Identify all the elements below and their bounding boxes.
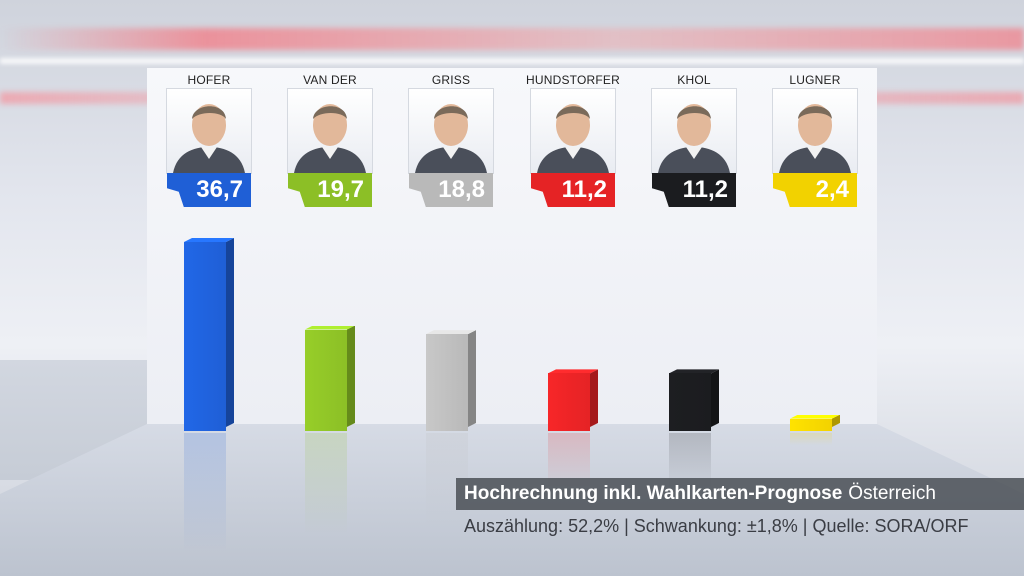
data-label: 19,7: [288, 173, 372, 207]
bar-side: [226, 237, 234, 427]
candidate-photo-icon: [408, 88, 494, 174]
bar: [305, 329, 347, 431]
bar: [426, 334, 468, 431]
bar-reflection: [184, 433, 226, 553]
tick-label: HOFER: [187, 73, 231, 87]
caption-details: Auszählung: 52,2% | Schwankung: ±1,8% | …: [464, 516, 969, 536]
candidate-photo-icon: [772, 88, 858, 174]
candidate-photo-icon: [530, 88, 616, 174]
bar-reflection: [305, 433, 347, 535]
bar: [184, 241, 226, 431]
background-stripe: [0, 28, 1024, 50]
bar-top: [184, 238, 234, 242]
bar-top: [426, 330, 476, 334]
candidate-column: HUNDSTORFER 11,2: [523, 72, 623, 207]
tick-label: LUGNER: [789, 73, 841, 87]
background-stripe: [0, 58, 1024, 64]
candidate-column: VAN DER BELLEN 19,7: [280, 72, 380, 207]
bar-top: [790, 415, 840, 419]
candidate-column: HOFER 36,7: [159, 72, 259, 207]
bar-top: [548, 369, 598, 373]
data-label: 18,8: [409, 173, 493, 207]
bar: [669, 373, 711, 431]
caption-title: Hochrechnung inkl. Wahlkarten-Prognose: [464, 483, 843, 504]
tick-label: VAN DER BELLEN: [303, 73, 357, 103]
candidate-column: GRISS 18,8: [401, 72, 501, 207]
bar-side: [468, 330, 476, 427]
bar: [548, 373, 590, 431]
caption-region: Österreich: [848, 483, 936, 504]
chart-panel: [147, 68, 877, 428]
bar-top: [669, 369, 719, 373]
candidate-photo-icon: [287, 88, 373, 174]
bar-side: [832, 414, 840, 427]
candidate-column: LUGNER 2,4: [765, 72, 865, 207]
data-label: 36,7: [167, 173, 251, 207]
bar-side: [590, 369, 598, 427]
bar-side: [347, 325, 355, 427]
data-label: 2,4: [773, 173, 857, 207]
tick-label: KHOL: [677, 73, 711, 87]
bar-top: [305, 326, 355, 330]
candidate-photo-icon: [651, 88, 737, 174]
candidate-photo-icon: [166, 88, 252, 174]
data-label: 11,2: [652, 173, 736, 207]
bar: [790, 418, 832, 431]
candidate-column: KHOL 11,2: [644, 72, 744, 207]
tick-label: HUNDSTORFER: [526, 73, 620, 87]
caption-title-box: Hochrechnung inkl. Wahlkarten-Prognose Ö…: [456, 478, 1024, 510]
bar-side: [711, 369, 719, 427]
data-label: 11,2: [531, 173, 615, 207]
bar-reflection: [790, 433, 832, 446]
tick-label: GRISS: [431, 73, 471, 87]
